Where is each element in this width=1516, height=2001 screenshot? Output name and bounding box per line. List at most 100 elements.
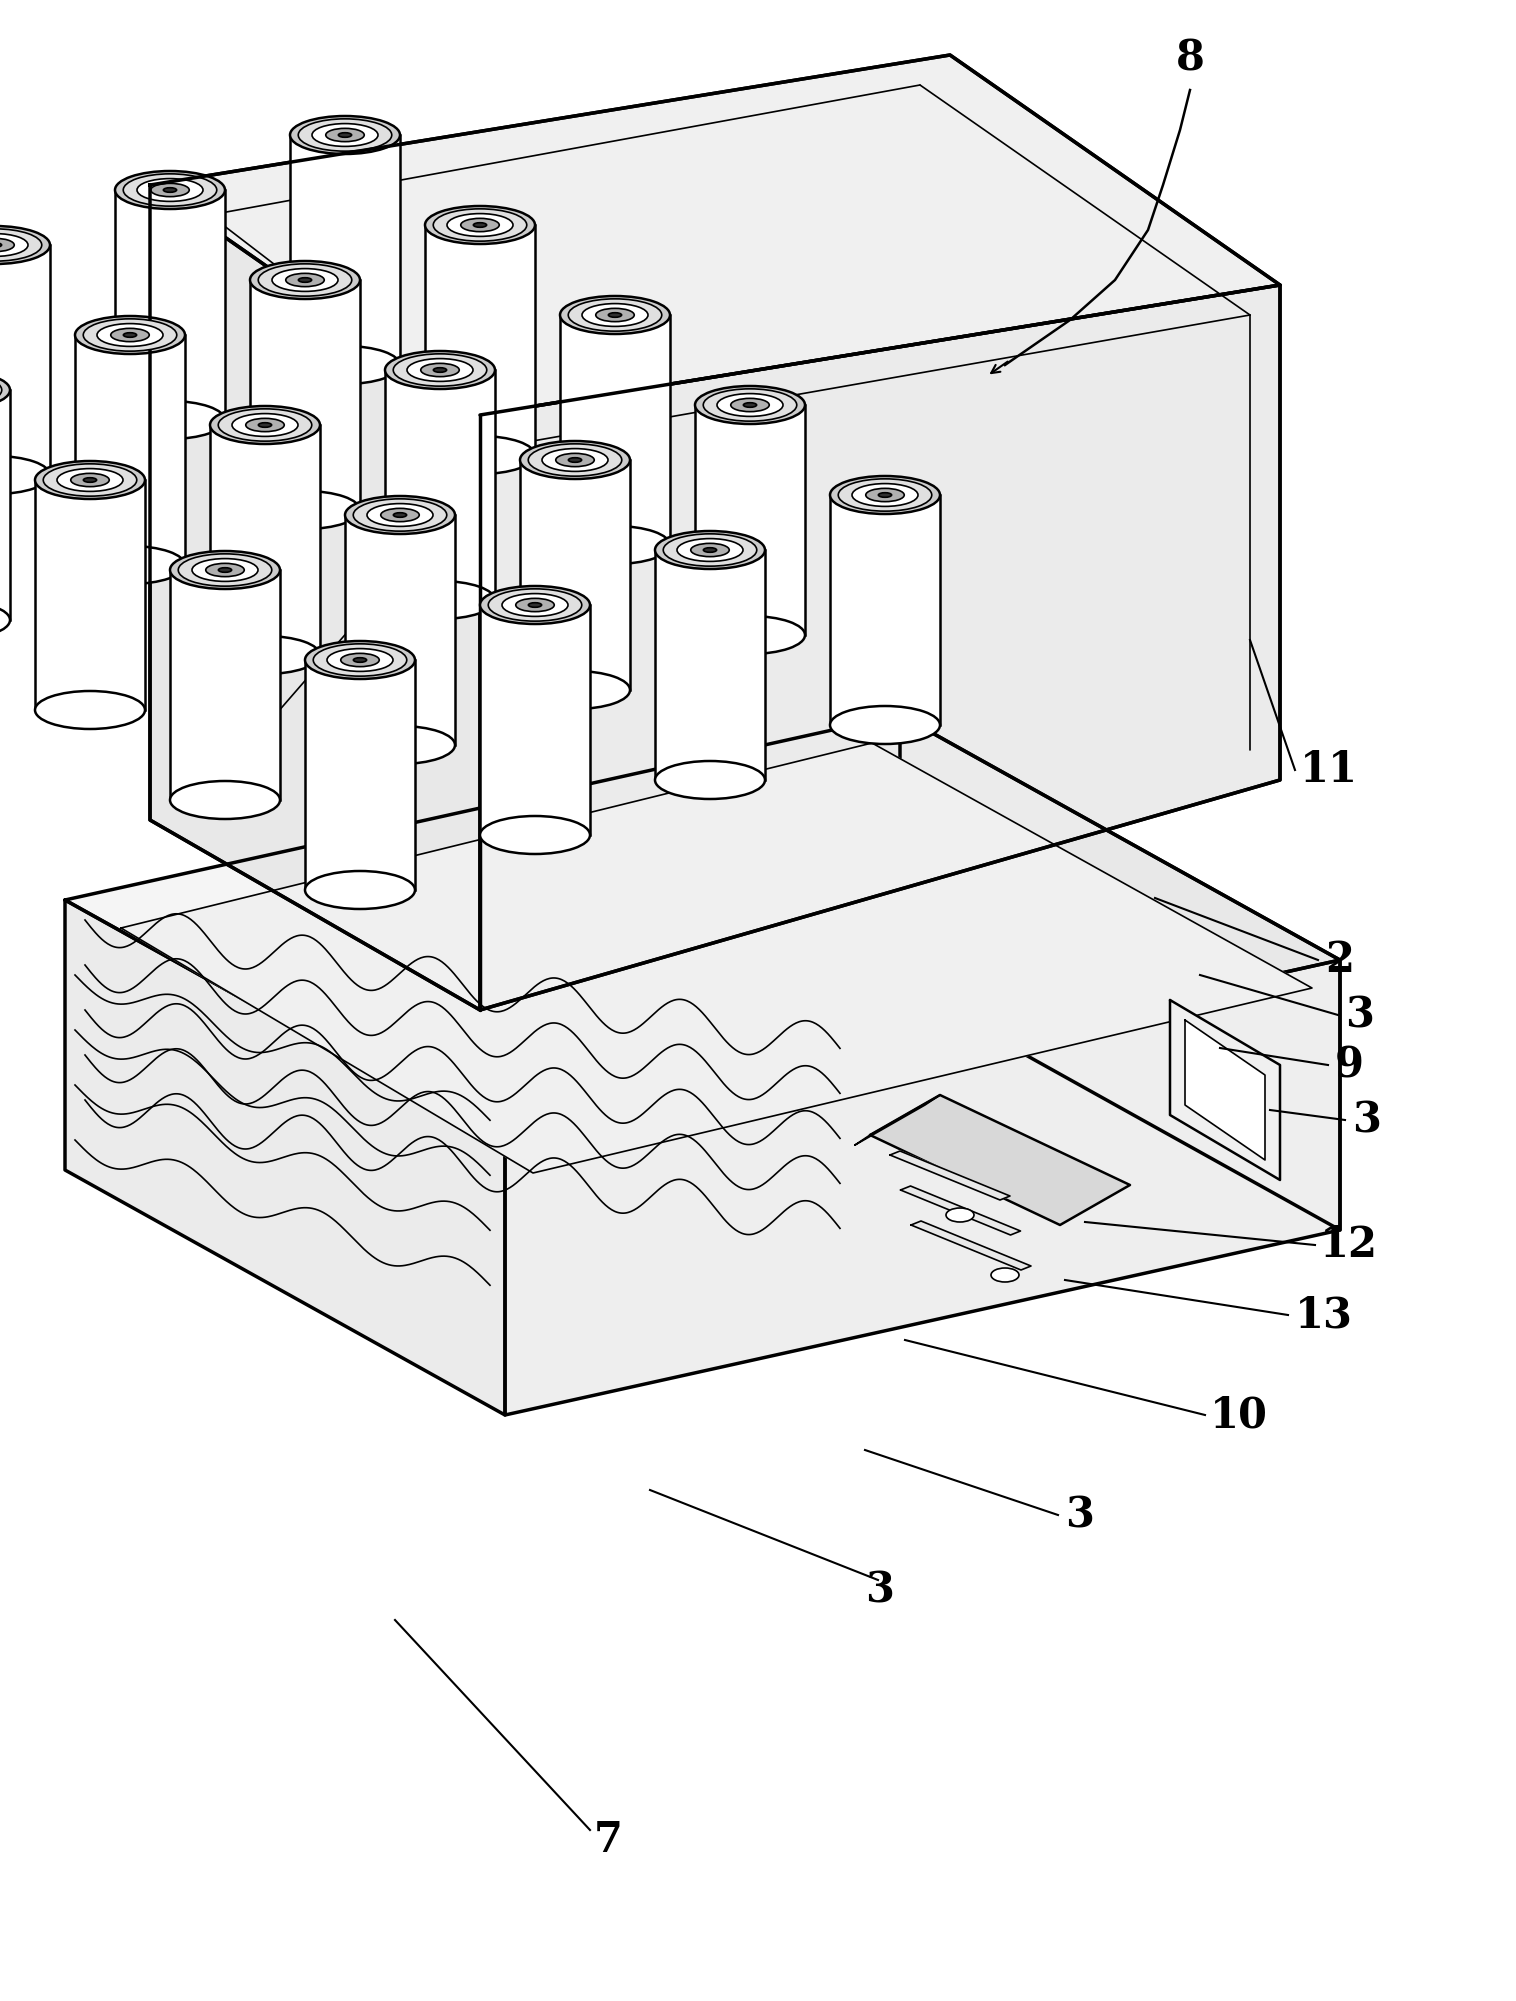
Bar — [305, 660, 415, 890]
Ellipse shape — [559, 526, 670, 564]
Ellipse shape — [502, 594, 568, 616]
Polygon shape — [1186, 1021, 1264, 1161]
Ellipse shape — [290, 346, 400, 384]
Ellipse shape — [528, 444, 622, 476]
Text: 3: 3 — [866, 1569, 894, 1611]
Ellipse shape — [353, 658, 367, 662]
Ellipse shape — [694, 616, 805, 654]
Bar — [74, 334, 185, 564]
Ellipse shape — [170, 550, 280, 588]
Ellipse shape — [852, 484, 919, 506]
Ellipse shape — [258, 422, 271, 428]
Ellipse shape — [731, 398, 769, 412]
Ellipse shape — [559, 296, 670, 334]
Ellipse shape — [0, 600, 11, 638]
Bar — [346, 514, 455, 744]
Ellipse shape — [285, 274, 324, 286]
Ellipse shape — [327, 648, 393, 672]
Ellipse shape — [258, 264, 352, 296]
Text: 3: 3 — [1345, 994, 1373, 1037]
Polygon shape — [890, 1151, 1010, 1201]
Ellipse shape — [58, 468, 123, 492]
Bar — [559, 314, 670, 544]
Ellipse shape — [83, 478, 97, 482]
Polygon shape — [855, 1095, 940, 1145]
Polygon shape — [65, 714, 1340, 1145]
Ellipse shape — [0, 226, 50, 264]
Text: 8: 8 — [1175, 36, 1204, 78]
Ellipse shape — [0, 228, 42, 262]
Ellipse shape — [406, 358, 473, 382]
Ellipse shape — [393, 512, 406, 518]
Ellipse shape — [44, 464, 136, 496]
Ellipse shape — [515, 598, 555, 612]
Ellipse shape — [74, 546, 185, 584]
Ellipse shape — [543, 448, 608, 472]
Ellipse shape — [115, 400, 224, 438]
Ellipse shape — [290, 116, 400, 154]
Ellipse shape — [568, 458, 582, 462]
Ellipse shape — [385, 580, 496, 618]
Ellipse shape — [556, 454, 594, 466]
Ellipse shape — [991, 1269, 1019, 1283]
Ellipse shape — [232, 414, 299, 436]
Text: 7: 7 — [594, 1819, 623, 1861]
Ellipse shape — [193, 558, 258, 582]
Ellipse shape — [381, 508, 420, 522]
Ellipse shape — [481, 586, 590, 624]
Polygon shape — [505, 960, 1340, 1415]
Bar — [115, 190, 224, 420]
Ellipse shape — [218, 408, 312, 440]
Bar — [250, 280, 359, 510]
Ellipse shape — [218, 568, 232, 572]
Ellipse shape — [717, 394, 782, 416]
Bar — [35, 480, 146, 710]
Ellipse shape — [385, 350, 496, 388]
Ellipse shape — [703, 388, 797, 420]
Ellipse shape — [568, 298, 662, 330]
Ellipse shape — [305, 640, 415, 678]
Bar — [655, 550, 766, 780]
Ellipse shape — [353, 498, 447, 530]
Polygon shape — [1170, 1000, 1280, 1181]
Ellipse shape — [305, 870, 415, 908]
Ellipse shape — [447, 214, 512, 236]
Text: 9: 9 — [1336, 1045, 1364, 1087]
Ellipse shape — [866, 488, 904, 502]
Ellipse shape — [71, 474, 109, 486]
Ellipse shape — [111, 328, 149, 342]
Ellipse shape — [424, 436, 535, 474]
Ellipse shape — [520, 440, 631, 478]
Text: 3: 3 — [1066, 1495, 1095, 1537]
Ellipse shape — [211, 406, 320, 444]
Polygon shape — [121, 742, 1311, 1173]
Ellipse shape — [179, 554, 271, 586]
Ellipse shape — [434, 368, 447, 372]
Polygon shape — [150, 184, 481, 1011]
Ellipse shape — [434, 208, 526, 242]
Ellipse shape — [0, 370, 11, 408]
Ellipse shape — [314, 644, 406, 676]
Ellipse shape — [0, 234, 27, 256]
Ellipse shape — [170, 780, 280, 818]
Ellipse shape — [838, 478, 932, 510]
Bar — [170, 570, 280, 800]
Ellipse shape — [326, 128, 364, 142]
Bar — [0, 390, 11, 620]
Text: 11: 11 — [1301, 748, 1358, 790]
Ellipse shape — [250, 490, 359, 528]
Ellipse shape — [694, 386, 805, 424]
Text: 2: 2 — [1325, 938, 1354, 980]
Text: 13: 13 — [1295, 1295, 1352, 1337]
Ellipse shape — [0, 456, 50, 494]
Ellipse shape — [655, 530, 766, 568]
Bar — [694, 404, 805, 634]
Bar — [0, 244, 50, 474]
Ellipse shape — [829, 476, 940, 514]
Polygon shape — [65, 900, 505, 1415]
Ellipse shape — [136, 178, 203, 202]
Ellipse shape — [473, 222, 487, 228]
Ellipse shape — [123, 174, 217, 206]
Polygon shape — [911, 1221, 1031, 1271]
Ellipse shape — [878, 492, 891, 498]
